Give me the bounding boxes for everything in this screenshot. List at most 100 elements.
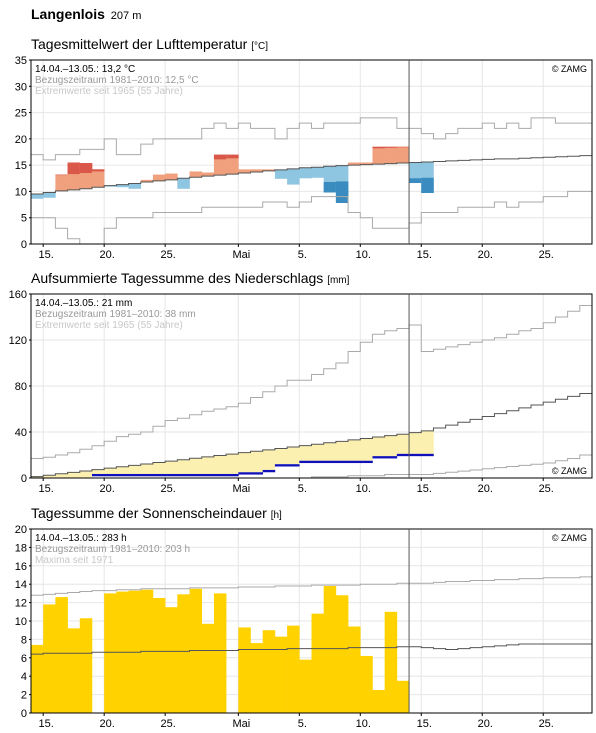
precip-info-line-3: Extremwerte seit 1965 (55 Jahre) [35, 320, 183, 331]
temperature-extreme-bar [55, 174, 68, 176]
precipitation-deficit-area [226, 454, 239, 474]
precipitation-sum-bar [396, 453, 410, 457]
temperature-extreme-bar [67, 162, 81, 175]
temperature-extreme-bar [79, 163, 93, 174]
temp-x-tick-label: Mai [232, 249, 250, 261]
sun-x-tick-label: Mai [232, 718, 250, 730]
temp-x-tick-label: 25. [161, 249, 176, 261]
temperature-unit: [°C] [251, 41, 268, 52]
precipitation-sum-bar [274, 464, 288, 467]
temperature-deviation-bar [299, 167, 312, 179]
temperature-extreme-bar [409, 178, 422, 184]
sunshine-bar [250, 643, 264, 713]
temp-y-tick-label: 0 [21, 239, 27, 251]
precip-x-tick-label: 10. [356, 483, 371, 495]
precip-x-tick-label: 25. [539, 483, 554, 495]
sunshine-bar [43, 604, 56, 713]
precipitation-deficit-area [396, 434, 410, 454]
temp-y-tick-label: 35 [15, 55, 27, 67]
temperature-deviation-bar [43, 192, 56, 198]
precipitation-sum-bar [287, 464, 300, 467]
sunshine-bar [67, 628, 81, 713]
precip-x-tick-label: 20. [478, 483, 493, 495]
station-altitude: 207 m [110, 10, 142, 22]
precipitation-sum-bar [421, 453, 434, 457]
sunshine-panel-title: Tagessumme der Sonnenscheindauer [h] [31, 505, 282, 521]
temp-x-tick-label: 20. [478, 249, 493, 261]
precipitation-deficit-area [91, 469, 105, 474]
sun-x-tick-label: 20. [100, 718, 115, 730]
precipitation-sum-bar [116, 473, 129, 477]
sunshine-bar [152, 598, 166, 713]
temperature-deviation-bar [152, 174, 166, 181]
precipitation-deficit-area [67, 472, 81, 478]
sun-y-tick-label: 20 [15, 524, 27, 536]
sunshine-bar [372, 690, 385, 713]
sunshine-bar [177, 594, 190, 713]
temperature-extreme-bar [91, 169, 105, 172]
temperature-mean-line [31, 155, 592, 195]
sun-y-tick-label: 12 [15, 598, 27, 610]
sunshine-bar [384, 611, 398, 713]
precipitation-sum-bar [152, 473, 166, 477]
temperature-deviation-bar [384, 146, 398, 164]
sunshine-max-line [31, 576, 592, 596]
precip-x-tick-label: 25. [161, 483, 176, 495]
sunshine-bar [104, 593, 117, 713]
temp-info-line-1: 14.04.–13.05.: 13,2 °C [35, 64, 135, 75]
temp-x-tick-label: 25. [539, 249, 554, 261]
temp-x-tick-label: 15. [39, 249, 54, 261]
sun-info-line-1: 14.04.–13.05.: 283 h [35, 533, 127, 544]
precipitation-deficit-area [360, 438, 373, 461]
sun-y-tick-label: 8 [21, 634, 27, 646]
temperature-deviation-bar [348, 162, 361, 166]
precipitation-deficit-area [116, 466, 129, 474]
sun-y-tick-label: 16 [15, 561, 27, 573]
temperature-extreme-bar [213, 154, 227, 160]
sun-x-tick-label: 15. [417, 718, 432, 730]
temperature-deviation-bar [91, 169, 105, 188]
sunshine-bar [165, 607, 178, 713]
sun-x-tick-label: 5. [298, 718, 307, 730]
temp-x-tick-label: 15. [417, 249, 432, 261]
precipitation-sum-bar [384, 456, 398, 459]
sun-x-tick-label: 25. [539, 718, 554, 730]
temperature-extreme-bar [421, 177, 434, 194]
sunshine-bar [55, 597, 68, 713]
sunshine-title-text: Tagessumme der Sonnenscheindauer [31, 505, 267, 521]
precipitation-sum-bar [238, 472, 251, 475]
precipitation-sum-bar [128, 473, 142, 477]
temperature-chart: 0 5 10 15 20 25 30 35 15. 20. 25. Mai 5. 10. 15. 20. 25.… [15, 55, 593, 261]
precipitation-sum-bar [177, 473, 190, 477]
temperature-extreme-bar [335, 181, 349, 203]
precipitation-deficit-area [335, 441, 349, 461]
temperature-deviation-bar [165, 173, 178, 180]
precip-x-tick-label: 20. [100, 483, 115, 495]
precip-x-tick-label: Mai [232, 483, 250, 495]
precipitation-unit: [mm] [327, 275, 350, 286]
precipitation-deficit-area [421, 430, 434, 454]
precipitation-deficit-area [43, 475, 56, 478]
sun-y-tick-label: 14 [15, 579, 27, 591]
sun-y-tick-label: 2 [21, 690, 27, 702]
sun-x-tick-label: 15. [39, 718, 54, 730]
temp-y-tick-label: 25 [15, 108, 27, 120]
sunshine-chart: 0 2 4 6 8 10 12 14 16 18 20 15. 20. 25. Mai 5. 10. 15. 20.… [15, 524, 593, 730]
precipitation-deficit-area [177, 459, 190, 474]
precipitation-sum-bar [250, 472, 264, 475]
precipitation-sum-bar [372, 456, 385, 459]
precipitation-deficit-area [409, 432, 422, 454]
temp-y-tick-label: 5 [21, 213, 27, 225]
temperature-max-line [31, 117, 592, 161]
temperature-deviation-bar [226, 154, 239, 175]
sunshine-bar [31, 644, 44, 713]
precipitation-deficit-area [152, 462, 166, 474]
temp-plot-border [30, 59, 593, 245]
sunshine-bar [360, 655, 373, 713]
precip-x-tick-label: 15. [39, 483, 54, 495]
precipitation-sum-bar [348, 460, 361, 464]
temperature-deviation-bar [262, 169, 276, 171]
temperature-deviation-bar [409, 162, 422, 184]
station-name: Langenlois [31, 6, 105, 22]
